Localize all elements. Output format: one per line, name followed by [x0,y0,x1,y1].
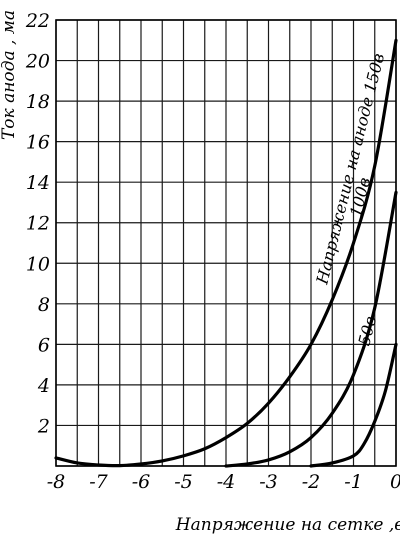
x-tick-label: -7 [89,471,108,493]
y-tick-label: 6 [38,334,50,356]
x-tick-label: 0 [390,471,400,493]
y-axis-title: Ток анода , ма [0,10,19,140]
x-tick-labels: -8 -7 -6 -5 -4 -3 -2 -1 0 [47,471,400,493]
chart-series [54,38,398,468]
y-tick-label: 10 [26,253,50,275]
y-tick-label: 14 [26,172,50,194]
y-tick-label: 22 [25,10,50,32]
x-axis-title: Напряжение на сетке ,в [175,515,400,535]
series-curve-3 [309,342,398,468]
y-tick-label: 4 [37,375,50,397]
y-tick-label: 8 [38,294,50,316]
y-tick-label: 20 [25,51,50,73]
chart-grid [55,19,397,467]
x-tick-label: -4 [217,471,236,493]
x-tick-label: -5 [174,471,193,493]
x-tick-label: -2 [302,471,321,493]
y-tick-label: 16 [26,132,50,154]
x-tick-label: -3 [259,471,278,493]
series-curve-2 [224,190,398,468]
series-label-3: 50в [354,314,380,347]
series-curve-1 [54,38,398,468]
y-tick-label: 18 [26,91,50,113]
x-tick-label: -6 [132,471,151,493]
y-tick-labels: 2 4 6 8 10 12 14 16 18 20 22 [25,10,50,437]
y-tick-label: 2 [37,415,50,437]
x-tick-label: -8 [47,471,66,493]
y-tick-label: 12 [26,213,50,235]
x-tick-label: -1 [344,471,363,493]
